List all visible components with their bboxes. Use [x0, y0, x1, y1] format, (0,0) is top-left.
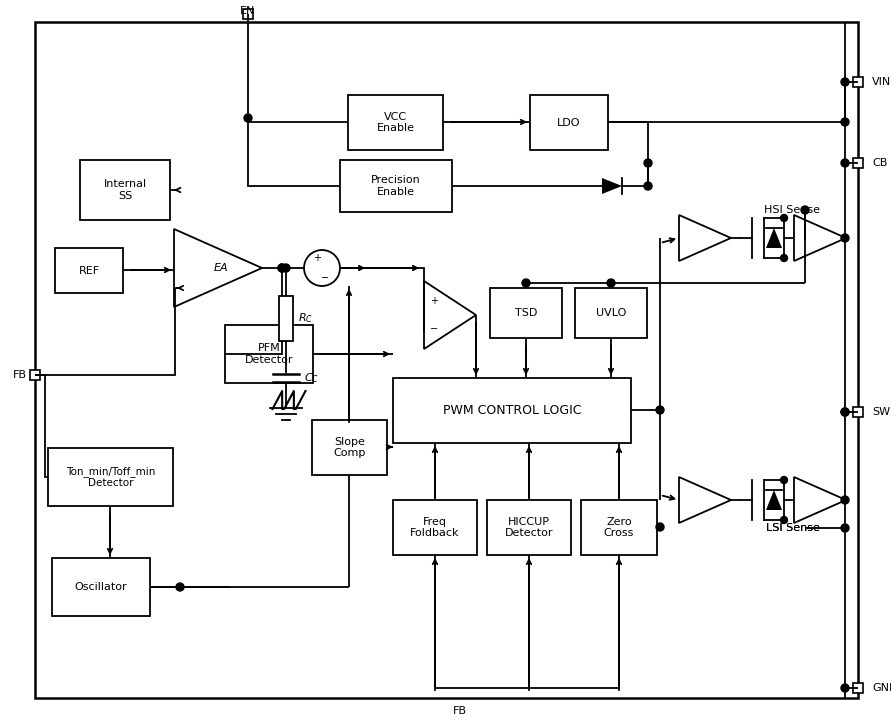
Polygon shape [766, 490, 782, 510]
Polygon shape [174, 229, 262, 307]
Circle shape [644, 159, 652, 167]
Circle shape [841, 78, 849, 86]
Circle shape [522, 279, 530, 287]
Text: VIN: VIN [872, 77, 891, 87]
Circle shape [841, 408, 849, 416]
Bar [393, 378, 631, 443]
Text: Oscillator: Oscillator [75, 582, 127, 592]
Bar [853, 158, 863, 168]
Bar [581, 500, 657, 555]
Bar [853, 683, 863, 693]
Polygon shape [794, 215, 846, 261]
Bar [487, 500, 571, 555]
Bar [48, 448, 173, 506]
Polygon shape [679, 215, 731, 261]
Text: Internal
SS: Internal SS [103, 179, 146, 201]
Polygon shape [602, 178, 622, 194]
Text: FB: FB [453, 706, 467, 716]
Circle shape [656, 406, 664, 414]
Text: CB: CB [872, 158, 887, 168]
Bar [30, 370, 40, 380]
Bar [80, 160, 170, 220]
Circle shape [801, 206, 809, 214]
Bar [348, 95, 443, 150]
Text: +: + [430, 296, 438, 307]
Circle shape [278, 264, 286, 272]
Circle shape [841, 234, 849, 242]
Text: PFM
Detector: PFM Detector [245, 343, 293, 365]
Text: SW: SW [872, 407, 890, 417]
Circle shape [304, 250, 340, 286]
Text: REF: REF [78, 265, 100, 275]
Circle shape [841, 524, 849, 532]
Bar [312, 420, 387, 475]
Circle shape [781, 215, 788, 221]
Bar [340, 160, 452, 212]
Circle shape [244, 114, 252, 122]
Circle shape [841, 496, 849, 504]
Text: EA: EA [214, 263, 228, 273]
Text: LDO: LDO [557, 118, 581, 127]
Circle shape [644, 182, 652, 190]
Circle shape [781, 254, 788, 262]
Circle shape [781, 516, 788, 523]
Circle shape [841, 159, 849, 167]
Bar [853, 77, 863, 87]
Text: LSI Sense: LSI Sense [766, 523, 820, 533]
Text: VCC
Enable: VCC Enable [377, 111, 414, 133]
Circle shape [607, 279, 615, 287]
Bar [225, 325, 313, 383]
Text: $R_C$: $R_C$ [298, 311, 313, 325]
Text: HSI Sense: HSI Sense [764, 205, 820, 215]
Bar [530, 95, 608, 150]
Text: −: − [321, 273, 329, 283]
Text: EN: EN [241, 6, 256, 16]
Circle shape [841, 408, 849, 416]
Circle shape [781, 476, 788, 484]
Polygon shape [424, 281, 476, 349]
Bar [279, 296, 293, 341]
Polygon shape [766, 228, 782, 248]
Circle shape [841, 684, 849, 692]
Text: Slope
Comp: Slope Comp [333, 437, 365, 458]
Text: Precision
Enable: Precision Enable [372, 175, 421, 197]
Circle shape [656, 523, 664, 531]
Text: +: + [313, 253, 321, 263]
Text: PWM CONTROL LOGIC: PWM CONTROL LOGIC [443, 404, 581, 417]
Bar [52, 558, 150, 616]
Text: −: − [430, 324, 438, 333]
Bar [575, 288, 647, 338]
Text: UVLO: UVLO [596, 308, 626, 318]
Text: Freq
Foldback: Freq Foldback [410, 517, 460, 539]
Text: HICCUP
Detector: HICCUP Detector [504, 517, 553, 539]
Circle shape [841, 118, 849, 126]
Bar [55, 248, 123, 293]
Bar [243, 9, 253, 19]
Text: TSD: TSD [515, 308, 537, 318]
Text: LSI Sense: LSI Sense [766, 523, 820, 533]
Polygon shape [679, 477, 731, 523]
Circle shape [282, 264, 290, 272]
Text: GND: GND [872, 683, 891, 693]
Text: FB: FB [13, 370, 27, 380]
Polygon shape [794, 477, 846, 523]
Bar [393, 500, 477, 555]
Text: Zero
Cross: Zero Cross [604, 517, 634, 539]
Text: $C_C$: $C_C$ [304, 371, 319, 385]
Circle shape [176, 583, 184, 591]
Text: Ton_min/Toff_min
Detector: Ton_min/Toff_min Detector [66, 466, 155, 488]
Circle shape [278, 264, 286, 272]
Bar [490, 288, 562, 338]
Bar [853, 407, 863, 417]
